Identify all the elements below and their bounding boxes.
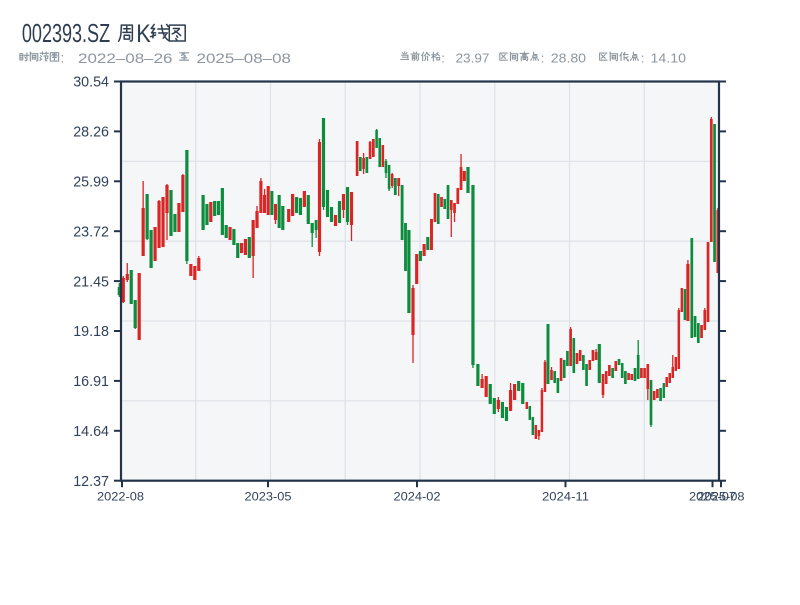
svg-text:14.10: 14.10 bbox=[651, 51, 687, 66]
svg-text:2025-07: 2025-07 bbox=[689, 489, 736, 503]
svg-text:23.72: 23.72 bbox=[73, 224, 109, 240]
svg-text:19.18: 19.18 bbox=[73, 324, 109, 340]
svg-text:2023-05: 2023-05 bbox=[245, 489, 292, 503]
svg-text:2022-08: 2022-08 bbox=[97, 489, 144, 503]
svg-text:2024-11: 2024-11 bbox=[542, 489, 589, 503]
svg-text:28.80: 28.80 bbox=[551, 51, 586, 66]
svg-text:12.37: 12.37 bbox=[73, 474, 109, 490]
svg-text:14.64: 14.64 bbox=[73, 424, 109, 440]
svg-text:002393.SZ: 002393.SZ bbox=[22, 20, 110, 48]
svg-text:16.91: 16.91 bbox=[73, 374, 109, 390]
svg-text:2024-02: 2024-02 bbox=[394, 489, 441, 503]
svg-text::: : bbox=[61, 51, 65, 66]
svg-text:28.26: 28.26 bbox=[73, 125, 109, 141]
svg-text:2025-08: 2025-08 bbox=[698, 489, 745, 503]
svg-text::: : bbox=[541, 51, 545, 66]
svg-text:23.97: 23.97 bbox=[456, 51, 490, 66]
svg-text:K: K bbox=[136, 20, 151, 48]
svg-text:30.54: 30.54 bbox=[73, 75, 109, 91]
svg-text:25.99: 25.99 bbox=[73, 175, 109, 191]
svg-text:21.45: 21.45 bbox=[73, 274, 109, 290]
svg-text:2025–08–08: 2025–08–08 bbox=[197, 50, 292, 66]
svg-text::: : bbox=[641, 51, 645, 66]
svg-text:2022–08–26: 2022–08–26 bbox=[78, 50, 173, 66]
svg-text::: : bbox=[441, 51, 445, 66]
